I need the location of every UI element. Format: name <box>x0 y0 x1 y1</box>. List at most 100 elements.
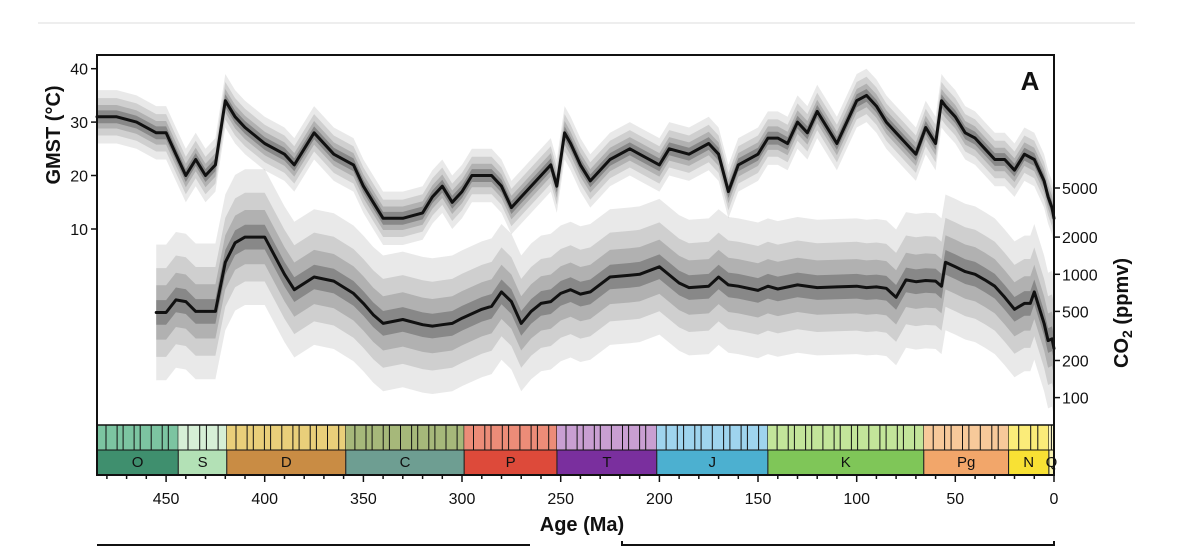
x-axis: 450 400 350 300 250 200 150 100 50 0 <box>106 475 1059 508</box>
gmst-point-22 <box>401 217 404 220</box>
period-substage-N <box>1008 425 1049 450</box>
gmst-point-14 <box>283 153 286 156</box>
co2-point-67 <box>983 278 986 281</box>
gmst-point-24 <box>431 195 434 198</box>
co2-tick-label: 5000 <box>1062 181 1098 198</box>
gmst-point-41 <box>628 147 631 150</box>
x-tick-label: 350 <box>350 491 377 508</box>
x-tick-label: 450 <box>153 491 180 508</box>
gmst-point-8 <box>204 174 207 177</box>
co2-point-6 <box>214 310 217 313</box>
gmst-axis: 10 20 30 40 <box>70 62 97 239</box>
co2-point-49 <box>776 288 779 290</box>
gmst-point-62 <box>875 105 878 108</box>
gmst-point-20 <box>372 201 375 204</box>
gmst-point-57 <box>826 126 829 129</box>
gmst-point-7 <box>194 158 197 161</box>
period-label-P: P <box>506 454 516 471</box>
x-tick-label: 200 <box>646 491 673 508</box>
co2-point-45 <box>727 283 730 286</box>
gmst-point-45 <box>688 153 690 156</box>
co2-band-4 <box>156 224 1054 361</box>
gmst-point-59 <box>845 121 848 124</box>
co2-point-8 <box>234 241 237 244</box>
co2-point-61 <box>934 280 937 283</box>
x-tick-label: 400 <box>251 491 278 508</box>
period-label-C: C <box>400 454 411 471</box>
gmst-point-5 <box>174 153 177 156</box>
co2-point-39 <box>638 273 641 276</box>
gmst-point-36 <box>563 131 566 134</box>
co2-point-40 <box>658 265 661 268</box>
co2-point-54 <box>865 286 868 289</box>
gmst-point-39 <box>589 179 592 182</box>
period-substage-S <box>178 425 227 450</box>
gmst-point-37 <box>569 142 572 145</box>
co2-point-11 <box>283 273 286 276</box>
co2-tick-label: 200 <box>1062 354 1089 371</box>
co2-point-36 <box>589 290 592 293</box>
co2-tick-label: 100 <box>1062 391 1089 408</box>
gmst-point-54 <box>796 121 799 124</box>
gmst-point-32 <box>520 195 523 198</box>
co2-point-66 <box>974 273 977 276</box>
co2-point-43 <box>707 285 710 288</box>
gmst-point-66 <box>914 153 917 156</box>
gmst-point-18 <box>352 163 355 166</box>
gmst-point-47 <box>717 153 720 156</box>
gmst-point-23 <box>421 211 424 214</box>
co2-point-63 <box>944 261 947 264</box>
co2-point-29 <box>520 322 523 325</box>
co2-point-56 <box>885 287 888 290</box>
period-box-N <box>1008 449 1050 476</box>
co2-point-48 <box>766 285 769 288</box>
gmst-point-40 <box>609 158 611 161</box>
co2-point-30 <box>530 310 533 313</box>
co2-point-69 <box>1003 296 1006 299</box>
co2-point-22 <box>441 323 444 326</box>
gmst-point-65 <box>905 142 907 145</box>
gmst-point-61 <box>865 94 868 97</box>
period-substage-O <box>97 425 179 450</box>
co2-point-71 <box>1023 302 1026 305</box>
gmst-point-29 <box>490 174 493 177</box>
gmst-point-56 <box>816 110 819 113</box>
gmst-point-79 <box>1033 158 1036 161</box>
gmst-point-69 <box>940 99 943 102</box>
co2-point-13 <box>313 276 316 278</box>
co2-point-47 <box>757 289 759 292</box>
co2-point-21 <box>431 325 434 328</box>
gmst-line <box>95 93 1056 220</box>
co2-point-18 <box>382 322 385 325</box>
gmst-point-81 <box>1047 195 1050 198</box>
gmst-point-52 <box>776 137 779 140</box>
gmst-point-74 <box>983 147 986 150</box>
co2-band-3 <box>156 210 1054 376</box>
gmst-point-73 <box>974 137 977 140</box>
co2-point-34 <box>569 288 572 291</box>
gmst-point-30 <box>500 185 503 188</box>
co2-point-58 <box>905 278 907 281</box>
gmst-point-55 <box>806 131 809 134</box>
gmst-point-46 <box>707 142 710 145</box>
co2-point-73 <box>1033 290 1036 293</box>
period-substage-Pg <box>923 425 1009 450</box>
gmst-tick-label: 30 <box>70 115 88 132</box>
co2-point-28 <box>510 300 513 303</box>
geologic-timescale: O S D C P T J K Pg N Q <box>96 424 1057 476</box>
gmst-point-64 <box>895 131 898 134</box>
gmst-tick-label: 10 <box>70 222 88 239</box>
gmst-point-75 <box>993 158 996 161</box>
co2-point-60 <box>924 279 927 282</box>
gmst-point-38 <box>579 163 582 166</box>
x-tick-label: 150 <box>745 491 772 508</box>
co2-point-53 <box>855 285 858 288</box>
gmst-point-49 <box>737 163 740 166</box>
co2-axis: 5000 2000 1000 500 200 100 <box>1054 181 1098 408</box>
co2-point-20 <box>421 323 424 326</box>
co2-point-1 <box>165 311 168 314</box>
gmst-point-43 <box>658 163 661 166</box>
period-substage-P <box>464 425 557 450</box>
co2-point-65 <box>964 270 967 273</box>
